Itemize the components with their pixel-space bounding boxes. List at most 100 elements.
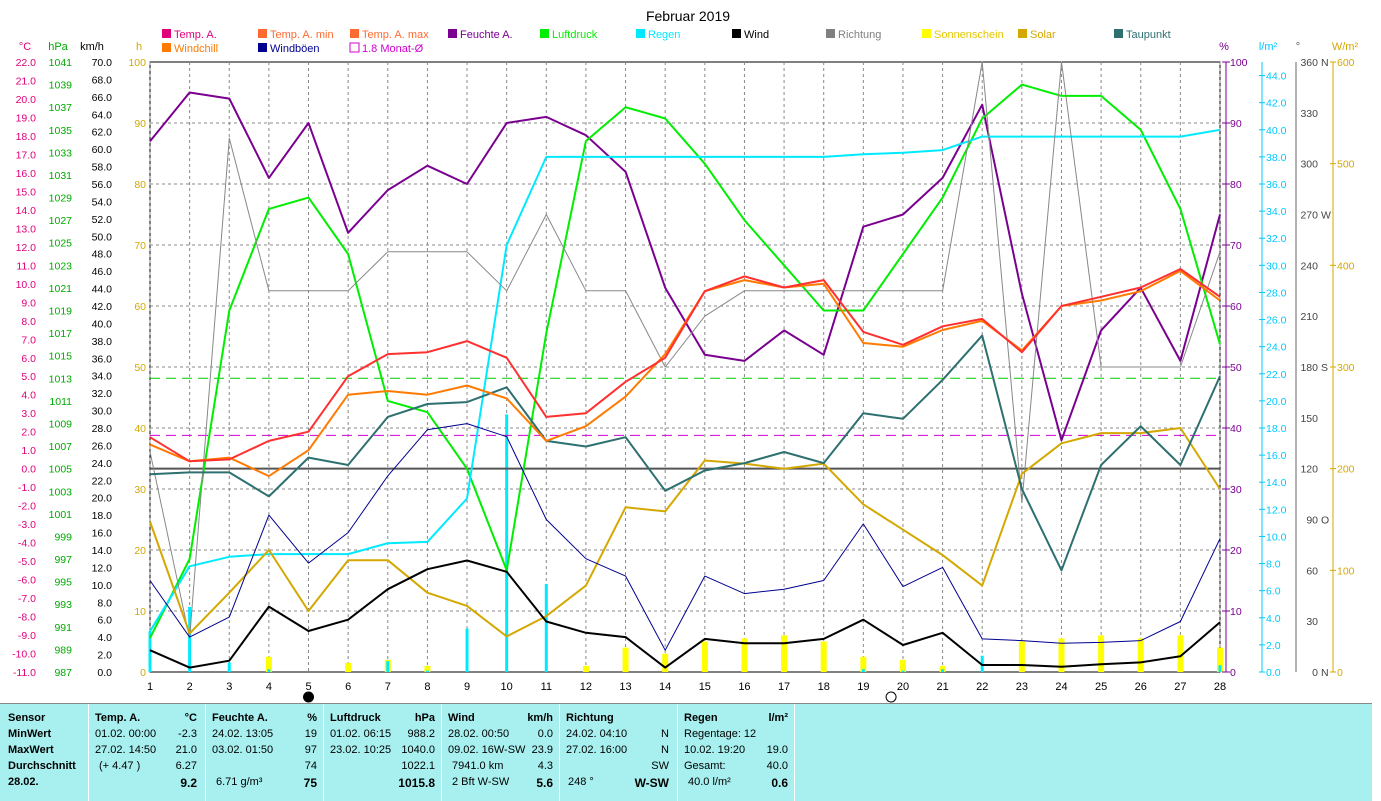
rain-tick-label: 2.0 [1266,640,1281,652]
rain-bar [505,414,509,672]
dir-tick-label: 330 [1300,108,1318,120]
wind-tick-label: 12.0 [92,562,113,574]
legend-swatch [162,29,171,38]
press-tick-label: 1011 [49,396,72,408]
sun-tick-label: 100 [128,57,146,69]
sunshine-bar [1217,647,1223,672]
legend: Temp. A. Temp. A. min Temp. A. max Feuchte … [162,29,1171,55]
temp-tick-label: -6.0 [18,575,36,587]
x-tick-label: 1 [147,681,153,693]
solar-tick-label: 400 [1337,260,1355,272]
legend-swatch [258,29,267,38]
sunshine-bar [265,656,272,672]
temp-tick-label: 8.0 [21,316,36,328]
sunshine-bar [1098,635,1105,672]
press-tick-label: 1041 [49,57,73,69]
rain-tick-label: 28.0 [1266,287,1287,299]
wind-tick-label: 52.0 [92,214,113,226]
temp-tick-label: -1.0 [18,482,36,494]
temp-tick-label: 16.0 [16,168,37,180]
wind-tick-label: 68.0 [92,74,113,86]
temp-tick-label: 18.0 [16,131,37,143]
sun-tick-label: 40 [134,423,146,435]
series-line [149,91,1221,442]
sunshine-bar [860,656,867,672]
stats-press-avg-val: 1022.1 [401,760,435,772]
series-line [149,61,1221,639]
rain-tick-label: 42.0 [1266,98,1287,110]
rain-tick-label: 20.0 [1266,396,1287,408]
dir-compass-label: S [1321,362,1328,374]
x-tick-label: 18 [818,681,830,693]
stats-press-max-val: 1040.0 [401,744,435,756]
dir-tick-label: 300 [1300,159,1318,171]
sunshine-bar [1058,638,1065,672]
wind-tick-label: 26.0 [92,440,113,452]
wind-tick-label: 36.0 [92,353,113,365]
temp-tick-label: 15.0 [16,186,37,198]
hum-tick-label: 10 [1230,606,1242,618]
sun-tick-label: 90 [134,118,146,130]
legend-swatch [448,29,457,38]
chart-title: Februar 2019 [646,8,730,24]
wind-tick-label: 18.0 [92,510,113,522]
legend-label: Regen [648,29,680,41]
stats-dir-header: Richtung [566,712,614,724]
sun-tick-label: 80 [134,179,146,191]
wind-tick-label: 70.0 [92,57,113,69]
dir-tick-label: 180 [1300,362,1318,374]
wind-tick-label: 44.0 [92,284,113,296]
press-tick-label: 1013 [49,373,73,385]
legend-swatch [826,29,835,38]
solar-tick-label: 100 [1337,565,1355,577]
sunshine-bar [622,647,629,672]
x-tick-label: 24 [1055,681,1067,693]
unit-sun: h [136,41,142,53]
hum-tick-label: 90 [1230,118,1242,130]
stats-press-max-time: 23.02. 10:25 [330,744,392,756]
wind-tick-label: 6.0 [97,615,112,627]
temp-tick-label: -11.0 [13,667,36,679]
x-tick-label: 10 [501,681,513,693]
press-tick-label: 989 [54,644,72,656]
hum-tick-label: 50 [1230,362,1242,374]
stats-press: Luftdruck hPa 01.02. 06:15 988.2 23.02. … [324,704,442,801]
series-line [149,268,1221,463]
legend-swatch [350,29,359,38]
stats-rain-unit: l/m² [768,712,788,724]
dir-compass-label: O [1321,515,1329,527]
stats-temp-max-val: 21.0 [175,744,197,756]
axis-units: °C hPa km/h h% l/m² ° W/m² [19,41,1359,53]
unit-dir: ° [1296,41,1300,53]
solar-tick-label: 0 [1337,667,1343,679]
rain-bar [941,669,945,672]
legend-label: Sonnenschein [934,29,1004,41]
legend-swatch [162,43,171,52]
rain-tick-label: 30.0 [1266,260,1287,272]
temp-tick-label: 1.0 [21,445,36,457]
series-line [149,334,1221,572]
sunshine-bar [701,641,708,672]
solar-tick-label: 600 [1337,57,1355,69]
wind-tick-label: 46.0 [92,266,113,278]
wind-tick-label: 32.0 [92,388,113,400]
x-tick-label: 7 [385,681,391,693]
legend-label: Feuchte A. [460,29,513,41]
legend-label: Solar [1030,29,1056,41]
stats-dir-cur-extra: 248 ° [568,776,594,788]
reference-lines [150,377,1220,470]
temp-tick-label: 6.0 [21,353,36,365]
stats-wind-unit: km/h [527,712,553,724]
stats-temp-cur-val: 9.2 [180,776,197,790]
stats-wind-header: Wind [448,712,475,724]
legend-label: Temp. A. max [362,29,429,41]
press-tick-label: 987 [54,667,72,679]
press-tick-label: 1035 [49,125,73,137]
rain-tick-label: 4.0 [1266,613,1281,625]
stats-dir-max-val: N [661,744,669,756]
x-tick-label: 2 [187,681,193,693]
stats-wind-cur-extra: 2 Bft W-SW [452,776,510,788]
rain-tick-label: 16.0 [1266,450,1287,462]
rain-bar [188,606,192,672]
press-tick-label: 993 [54,599,72,611]
